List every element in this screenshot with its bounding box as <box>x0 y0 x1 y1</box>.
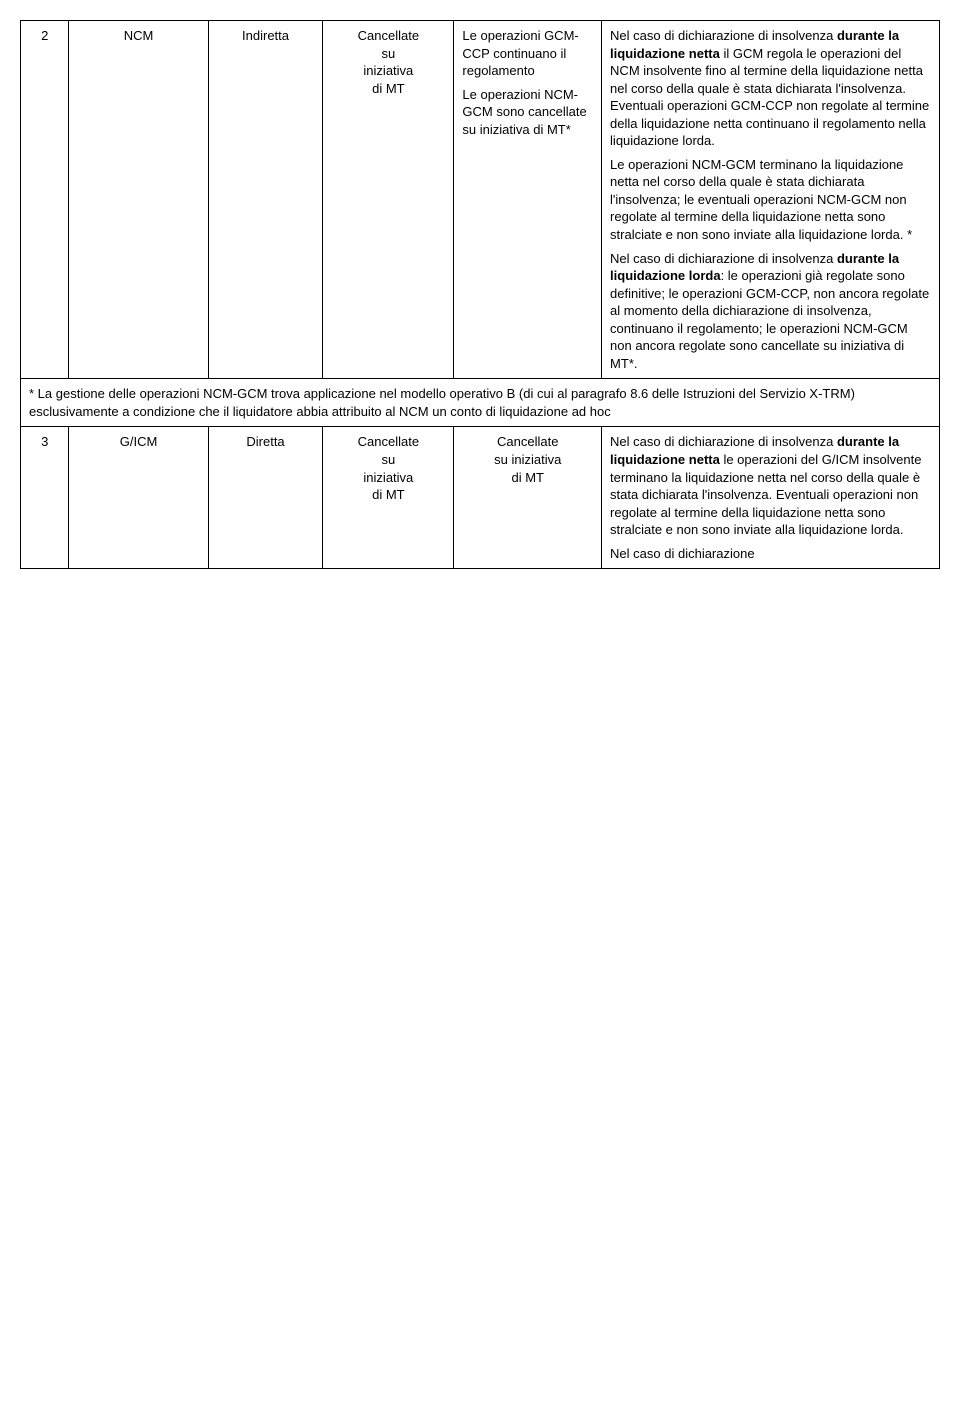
entity-name-cell: NCM <box>69 21 208 379</box>
description-paragraph: Le operazioni NCM-GCM terminano la liqui… <box>610 156 931 244</box>
action-line: Cancellate <box>358 28 419 43</box>
action-line: di MT <box>372 487 405 502</box>
row-number-cell: 2 <box>21 21 69 379</box>
relation-type: Indiretta <box>242 28 289 43</box>
ops-line: di MT <box>511 470 544 485</box>
operations-cell: Le operazioni GCM-CCP continuano il rego… <box>454 21 602 379</box>
action-cell: Cancellate su iniziativa di MT <box>323 427 454 569</box>
footnote-cell: * La gestione delle operazioni NCM-GCM t… <box>21 379 940 427</box>
relation-type: Diretta <box>246 434 284 449</box>
relation-type-cell: Indiretta <box>208 21 323 379</box>
action-line: Cancellate <box>358 434 419 449</box>
row-number: 2 <box>41 28 48 43</box>
table-row: 3 G/ICM Diretta Cancellate su iniziativa… <box>21 427 940 569</box>
action-line: su <box>381 46 395 61</box>
footnote-row: * La gestione delle operazioni NCM-GCM t… <box>21 379 940 427</box>
description-paragraph: Nel caso di dichiarazione <box>610 545 931 563</box>
desc-text: : le operazioni già regolate sono defini… <box>610 268 929 371</box>
desc-text: Nel caso di dichiarazione di insolvenza <box>610 28 837 43</box>
description-paragraph: Nel caso di dichiarazione di insolvenza … <box>610 250 931 373</box>
operations-text: Le operazioni GCM-CCP continuano il rego… <box>462 27 593 80</box>
desc-text: Nel caso di dichiarazione di insolvenza <box>610 434 837 449</box>
entity-name: NCM <box>124 28 154 43</box>
action-line: su <box>381 452 395 467</box>
ops-line: Cancellate <box>497 434 558 449</box>
operations-cell: Cancellate su iniziativa di MT <box>454 427 602 569</box>
operations-text: Le operazioni NCM-GCM sono cancellate su… <box>462 86 593 139</box>
ops-line: su iniziativa <box>494 452 561 467</box>
description-cell: Nel caso di dichiarazione di insolvenza … <box>602 21 940 379</box>
row-number: 3 <box>41 434 48 449</box>
entity-name-cell: G/ICM <box>69 427 208 569</box>
relation-type-cell: Diretta <box>208 427 323 569</box>
insolvency-table: 2 NCM Indiretta Cancellate su iniziativa… <box>20 20 940 569</box>
action-cell: Cancellate su iniziativa di MT <box>323 21 454 379</box>
description-paragraph: Nel caso di dichiarazione di insolvenza … <box>610 27 931 150</box>
row-number-cell: 3 <box>21 427 69 569</box>
table-row: 2 NCM Indiretta Cancellate su iniziativa… <box>21 21 940 379</box>
action-line: iniziativa <box>363 63 413 78</box>
description-paragraph: Nel caso di dichiarazione di insolvenza … <box>610 433 931 538</box>
action-line: di MT <box>372 81 405 96</box>
entity-name: G/ICM <box>120 434 158 449</box>
description-cell: Nel caso di dichiarazione di insolvenza … <box>602 427 940 569</box>
desc-text: Nel caso di dichiarazione di insolvenza <box>610 251 837 266</box>
action-line: iniziativa <box>363 470 413 485</box>
footnote-text: * La gestione delle operazioni NCM-GCM t… <box>29 386 855 419</box>
